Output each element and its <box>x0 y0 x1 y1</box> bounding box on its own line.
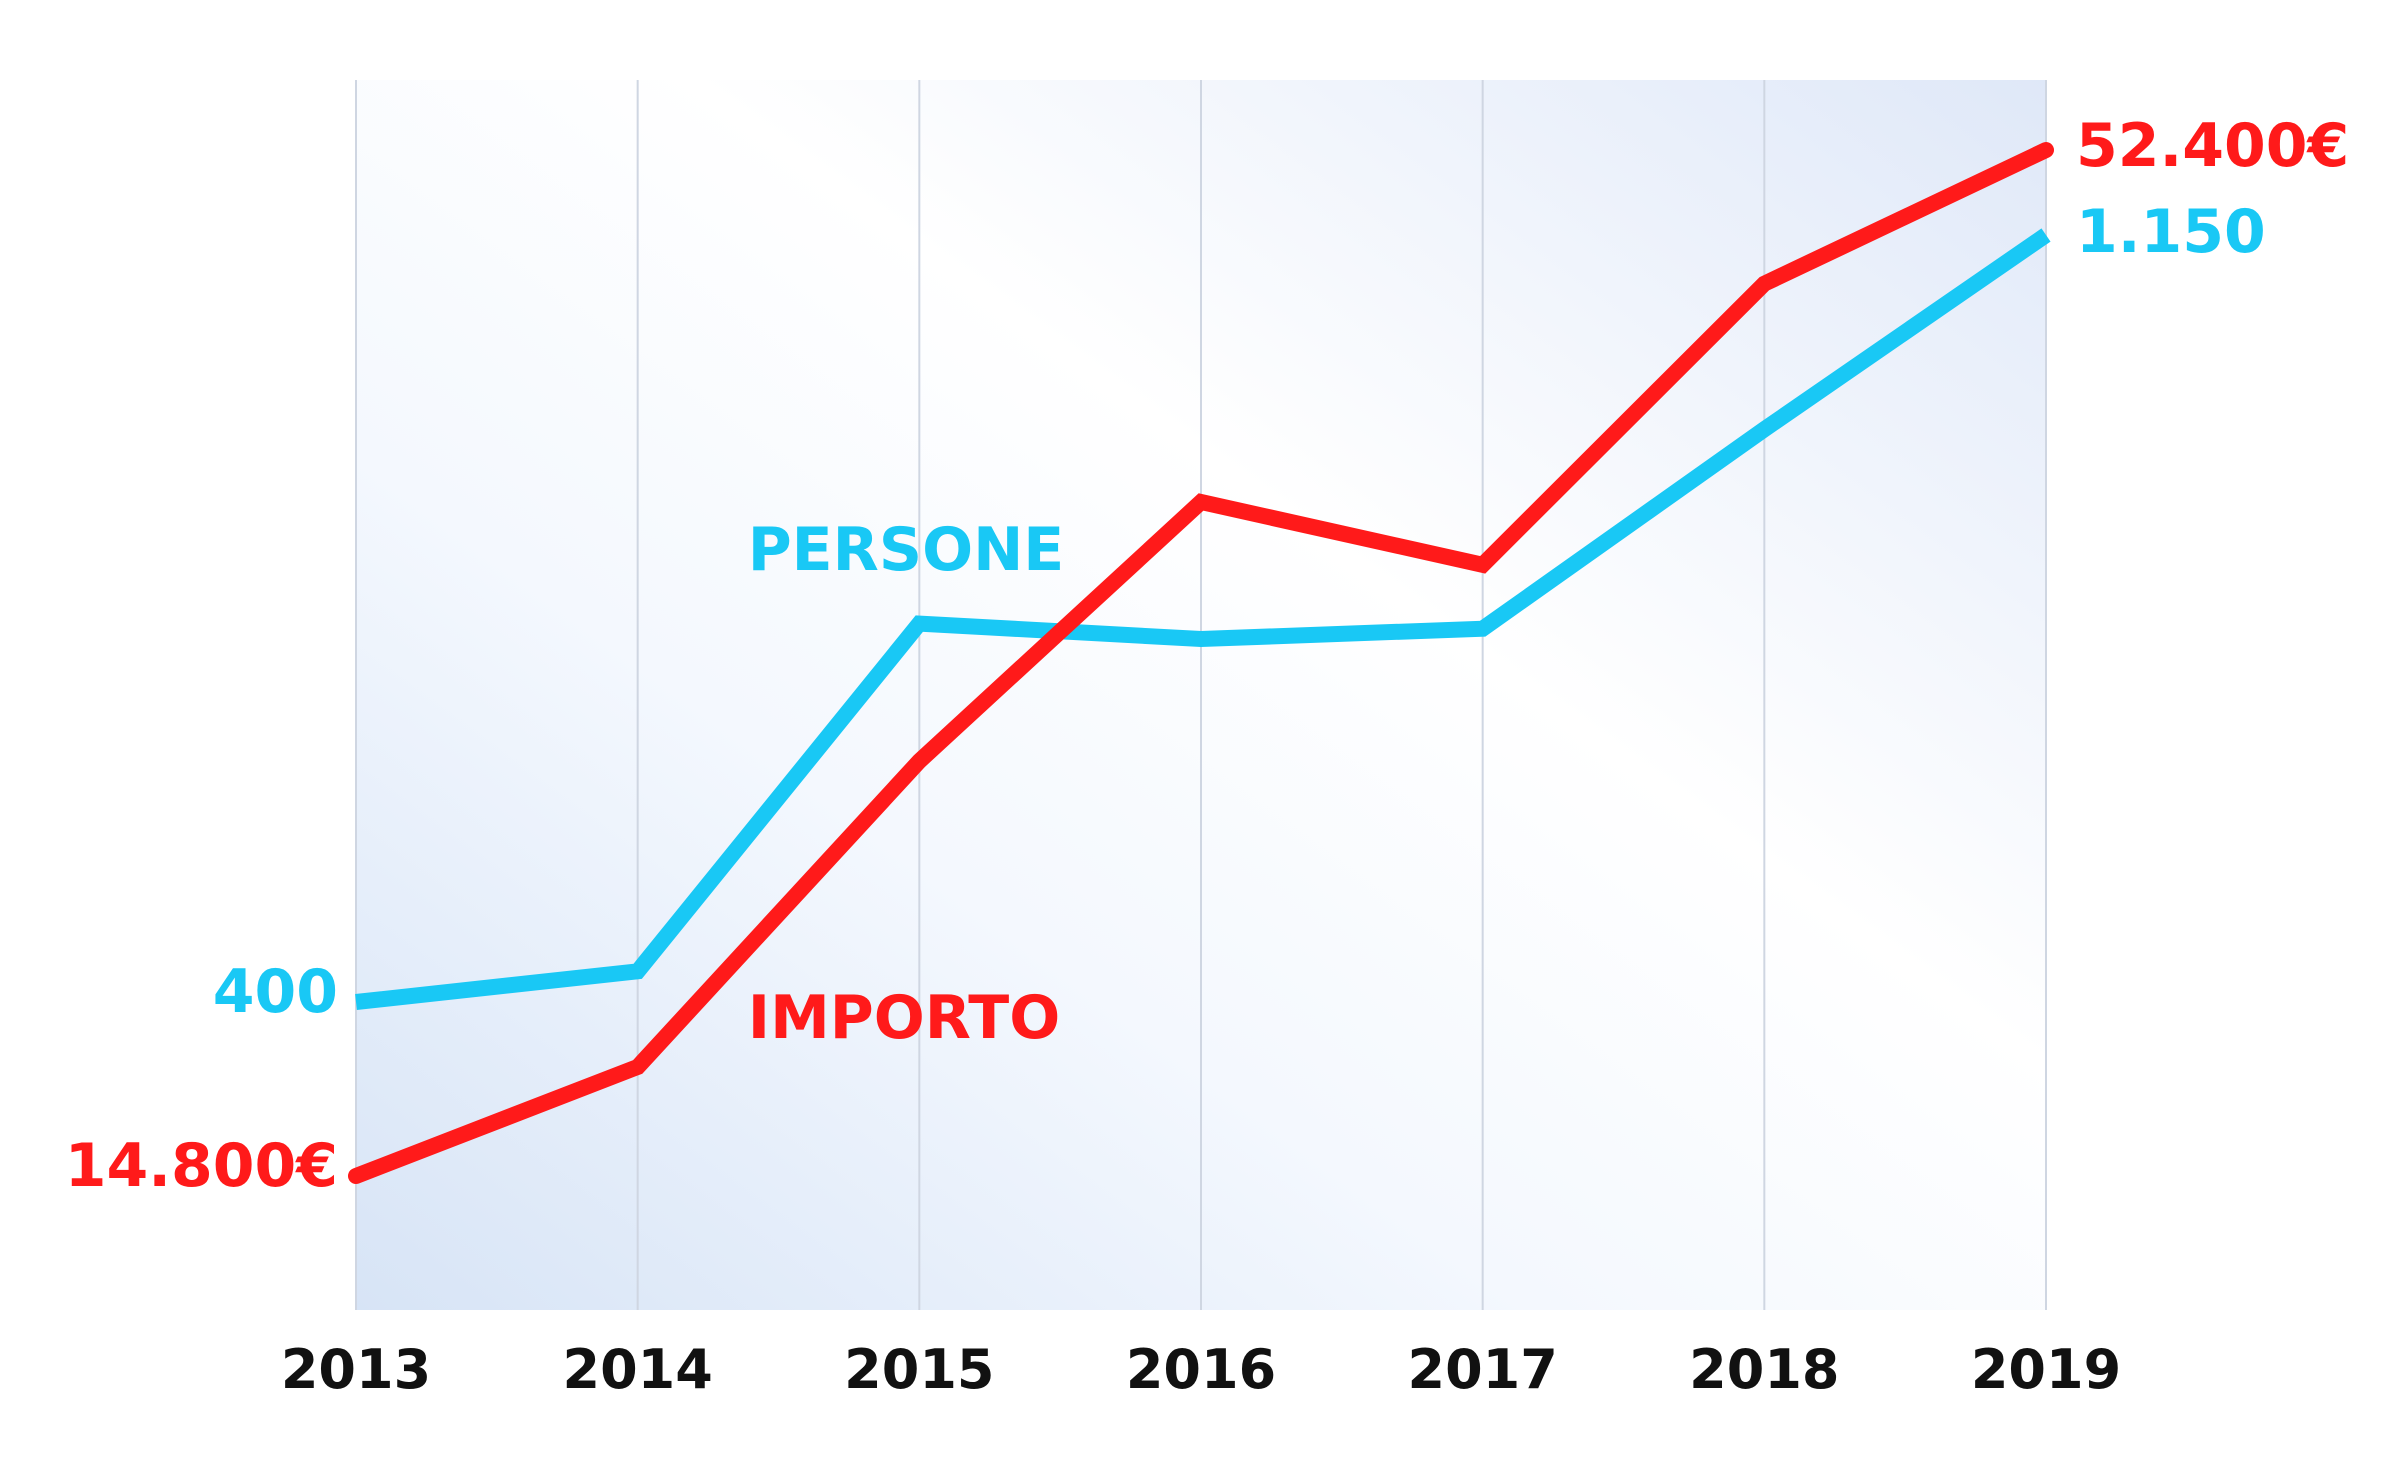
x-axis-ticks: 2013 2014 2015 2016 2017 2018 2019 <box>281 1338 2121 1401</box>
x-tick-label: 2017 <box>1408 1338 1558 1401</box>
importo-series-label: IMPORTO <box>748 983 1060 1053</box>
gridlines <box>355 80 2047 1310</box>
x-tick-label: 2015 <box>844 1338 994 1401</box>
persone-series-label: PERSONE <box>748 515 1065 585</box>
x-tick-label: 2016 <box>1126 1338 1276 1401</box>
persone-line <box>355 228 2051 1010</box>
x-tick-label: 2019 <box>1971 1338 2121 1401</box>
persone-end-label: 1.150 <box>2076 197 2266 267</box>
x-tick-label: 2018 <box>1689 1338 1839 1401</box>
x-tick-label: 2014 <box>563 1338 713 1401</box>
x-tick-label: 2013 <box>281 1338 431 1401</box>
importo-end-label: 52.400€ <box>2076 111 2349 181</box>
persone-start-label: 400 <box>213 957 338 1027</box>
importo-start-label: 14.800€ <box>65 1131 338 1201</box>
importo-line <box>348 142 2054 1184</box>
